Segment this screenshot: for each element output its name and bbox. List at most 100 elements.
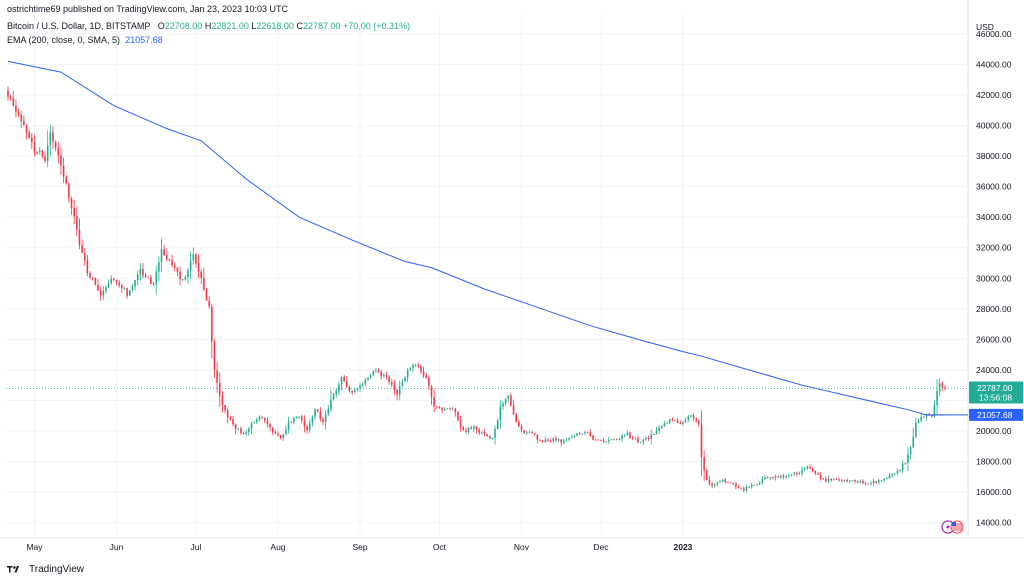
candle-body	[346, 381, 348, 387]
candle-body	[727, 482, 729, 484]
candle-body	[915, 422, 917, 437]
last-price-badge	[969, 381, 1023, 404]
candle-body	[142, 269, 144, 276]
candle-body	[764, 477, 766, 480]
candle-body	[801, 469, 803, 474]
candle-body	[504, 399, 507, 404]
candle-body	[605, 441, 607, 443]
candle-body	[491, 438, 494, 439]
candle-body	[213, 341, 216, 371]
candle-body	[920, 416, 922, 421]
candle-body	[211, 306, 213, 342]
candle-body	[597, 439, 600, 441]
candle-body	[581, 433, 584, 435]
candle-body	[361, 383, 364, 386]
candle-body	[740, 488, 742, 489]
candle-body	[121, 285, 123, 289]
candle-body	[99, 290, 102, 296]
candle-body	[409, 368, 412, 370]
tradingview-footer[interactable]: TradingView	[6, 561, 84, 577]
candle-body	[904, 463, 907, 465]
candle-body	[78, 229, 81, 246]
candle-body	[388, 376, 390, 383]
candle-body	[430, 386, 433, 397]
candle-body	[173, 265, 176, 268]
y-tick-label: 40000.00	[976, 121, 1012, 131]
candle-body	[160, 249, 163, 263]
candle-body	[205, 289, 208, 301]
candle-body	[306, 426, 308, 431]
candle-body	[136, 274, 139, 281]
candle-body	[737, 486, 740, 489]
candle-body	[483, 431, 486, 435]
candle-body	[15, 105, 17, 112]
candle-body	[777, 476, 780, 478]
candle-body	[536, 434, 539, 440]
candle-body	[499, 406, 502, 421]
candle-body	[835, 479, 838, 481]
y-tick-label: 26000.00	[976, 334, 1012, 344]
candle-body	[258, 416, 261, 420]
candle-body	[610, 439, 613, 441]
candle-body	[846, 479, 848, 482]
legend-ema-row: EMA (200, close, 0, SMA, 5) 21057.68	[7, 35, 163, 45]
candle-body	[263, 417, 266, 421]
low-value: 22618.00	[256, 21, 294, 31]
candle-body	[782, 475, 785, 478]
candle-body	[303, 420, 306, 427]
candle-body	[277, 433, 279, 436]
candle-body	[848, 480, 851, 482]
y-tick-label: 32000.00	[976, 243, 1012, 253]
candle-body	[713, 484, 716, 486]
candle-body	[930, 415, 933, 417]
candle-body	[518, 421, 520, 427]
candle-body	[443, 408, 446, 411]
y-tick-label: 34000.00	[976, 212, 1012, 222]
candle-body	[351, 390, 353, 393]
candle-body	[316, 409, 319, 412]
candle-body	[520, 426, 523, 431]
candle-body	[457, 412, 459, 421]
candle-body	[359, 385, 361, 389]
candle-body	[615, 438, 618, 440]
candle-body	[917, 420, 920, 423]
candle-body	[118, 282, 120, 286]
candle-body	[679, 422, 682, 425]
candle-body	[533, 433, 536, 435]
ema-badge-value: 21057.68	[977, 410, 1013, 420]
candle-body	[695, 418, 697, 421]
y-tick-label: 14000.00	[976, 518, 1012, 528]
y-tick-label: 16000.00	[976, 487, 1012, 497]
candle-body	[721, 479, 724, 482]
candle-body	[139, 269, 142, 275]
candle-body	[369, 375, 372, 378]
candle-body	[261, 416, 263, 418]
candle-body	[335, 391, 338, 394]
candle-body	[525, 432, 528, 434]
candle-body	[105, 287, 107, 291]
candle-body	[700, 424, 703, 458]
candle-body	[195, 254, 197, 264]
candle-body	[57, 147, 60, 156]
candle-body	[555, 438, 557, 441]
candle-body	[475, 426, 478, 430]
candle-body	[608, 439, 610, 442]
candle-body	[81, 245, 83, 253]
candle-body	[698, 420, 700, 425]
candle-body	[653, 434, 655, 435]
candle-body	[901, 464, 904, 471]
candle-body	[539, 439, 541, 441]
candle-body	[578, 433, 581, 435]
candle-body	[412, 365, 414, 369]
candle-body	[301, 416, 303, 421]
y-tick-label: 36000.00	[976, 182, 1012, 192]
candle-body	[86, 260, 89, 274]
candle-body	[234, 424, 237, 430]
candle-body	[671, 419, 674, 421]
candle-body	[473, 426, 475, 429]
candle-body	[626, 432, 629, 436]
candle-body	[732, 482, 735, 484]
